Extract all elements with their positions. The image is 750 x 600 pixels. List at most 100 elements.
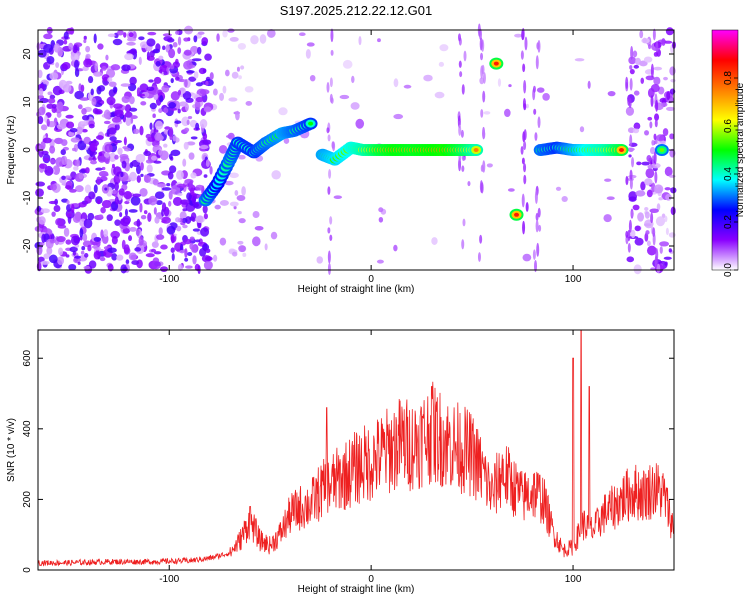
noise-blob [186,141,196,146]
noise-blob [666,91,671,100]
noise-blob [229,172,239,179]
noise-blob [195,184,204,191]
noise-blob [75,185,84,193]
noise-blob [143,150,152,157]
noise-blob [393,113,404,120]
noise-blob [158,55,164,60]
noise-streak [649,121,653,129]
noise-streak [329,216,333,225]
noise-blob [522,253,532,262]
noise-blob [77,104,83,110]
noise-blob [76,126,83,135]
noise-blob [644,211,650,219]
noise-blob [124,208,128,217]
noise-blob [634,225,641,232]
noise-blob [95,135,104,140]
noise-blob [97,154,106,163]
noise-blob [56,123,66,130]
noise-streak [625,76,629,89]
noise-blob [138,56,142,65]
noise-blob [99,257,106,262]
noise-blob [123,136,127,146]
noise-blob [114,109,124,118]
noise-blob [170,149,181,157]
noise-blob [236,195,246,202]
noise-blob [38,106,46,116]
noise-blob [646,245,657,256]
noise-blob [124,53,134,61]
noise-blob [186,70,195,74]
noise-blob [231,71,239,79]
noise-streak [627,242,631,253]
noise-blob [224,180,234,186]
noise-blob [106,96,116,106]
noise-blob [670,187,677,194]
noise-blob [135,164,142,175]
noise-streak [477,252,481,262]
noise-blob [140,161,144,171]
noise-blob [252,236,261,247]
noise-blob [158,227,163,235]
noise-blob [79,97,90,101]
noise-blob [156,183,167,188]
noise-blob [130,196,141,206]
noise-blob [639,60,648,67]
noise-blob [37,256,45,263]
noise-blob [214,204,221,210]
noise-blob [153,251,162,255]
noise-blob [205,159,210,168]
noise-blob [139,41,149,49]
noise-blob [85,167,90,174]
noise-blob [163,143,168,148]
noise-blob [66,121,75,129]
noise-blob [42,137,52,144]
noise-blob [187,251,193,256]
noise-blob [669,133,675,140]
noise-blob [233,205,237,210]
noise-blob [77,202,87,208]
noise-blob [653,66,663,71]
noise-blob [195,122,200,131]
noise-blob [167,171,174,180]
noise-blob [184,257,189,262]
noise-blob [169,127,174,137]
spectrogram-y-tick-label: -20 [22,238,33,253]
noise-blob [118,171,129,182]
noise-blob [227,28,235,33]
noise-blob [244,86,254,93]
noise-blob [649,146,656,155]
noise-blob [85,53,91,60]
noise-blob [197,46,202,55]
noise-blob [51,106,57,114]
noise-blob [219,92,225,101]
noise-blob [634,57,642,66]
spectrogram-y-tick-label: 20 [22,48,33,60]
noise-blob [162,33,172,37]
noise-blob [157,149,163,156]
noise-blob [637,212,645,222]
noise-streak [482,160,486,173]
noise-blob [202,132,208,141]
noise-streak [458,124,462,136]
noise-streak [327,134,331,142]
noise-blob [434,91,445,99]
noise-streak [478,28,482,40]
noise-blob [123,32,127,38]
noise-blob [104,143,113,153]
noise-blob [168,153,173,160]
noise-blob [663,256,672,260]
noise-blob [129,171,137,182]
noise-blob [199,89,210,95]
noise-blob [646,240,651,247]
noise-streak [459,71,463,78]
noise-blob [120,171,124,178]
noise-blob [92,108,99,115]
noise-streak [523,174,527,185]
noise-blob [138,36,145,41]
noise-blob [145,159,154,164]
noise-blob [101,200,112,209]
noise-blob [107,127,117,135]
noise-blob [219,237,227,246]
noise-blob [662,128,669,136]
noise-blob [184,238,192,245]
